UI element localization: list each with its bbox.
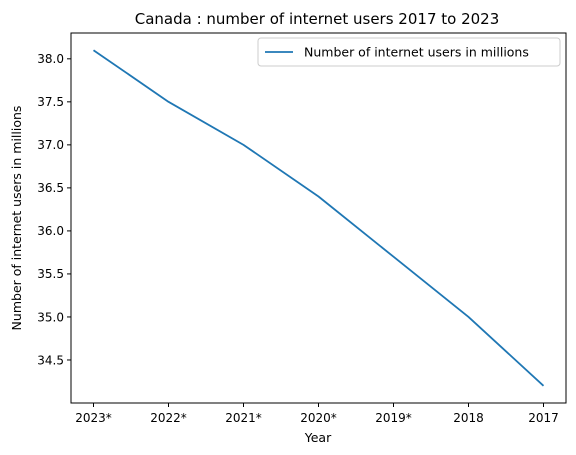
x-tick-label: 2022* (150, 411, 187, 425)
x-tick-label: 2017 (528, 411, 559, 425)
y-tick-label: 36.5 (37, 181, 64, 195)
series-line (92, 49, 545, 387)
y-tick-label: 38.0 (37, 52, 64, 66)
y-axis-label: Number of internet users in millions (9, 106, 24, 331)
legend: Number of internet users in millions (257, 37, 561, 67)
x-tick-label: 2018 (453, 411, 484, 425)
x-tick-label: 2023* (75, 411, 112, 425)
y-tick-label: 36.0 (37, 224, 64, 238)
legend-box (257, 37, 561, 67)
x-tick-label: 2019* (375, 411, 412, 425)
chart-title: Canada : number of internet users 2017 t… (135, 10, 500, 28)
plot-frame (70, 32, 567, 404)
x-tick-label: 2020* (300, 411, 337, 425)
y-tick-label: 35.5 (37, 267, 64, 281)
y-tick-label: 35.0 (37, 310, 64, 324)
series-layer (92, 49, 545, 387)
legend-entry-label: Number of internet users in millions (304, 45, 529, 60)
x-axis-label: Year (304, 430, 332, 445)
x-tick-label: 2021* (225, 411, 262, 425)
y-tick-label: 34.5 (37, 353, 64, 367)
axis-ticks: 34.5 35.0 35.5 36.0 36.5 37.0 37.5 38.0 2023* 202… (37, 52, 558, 425)
y-tick-label: 37.0 (37, 138, 64, 152)
y-tick-label: 37.5 (37, 95, 64, 109)
